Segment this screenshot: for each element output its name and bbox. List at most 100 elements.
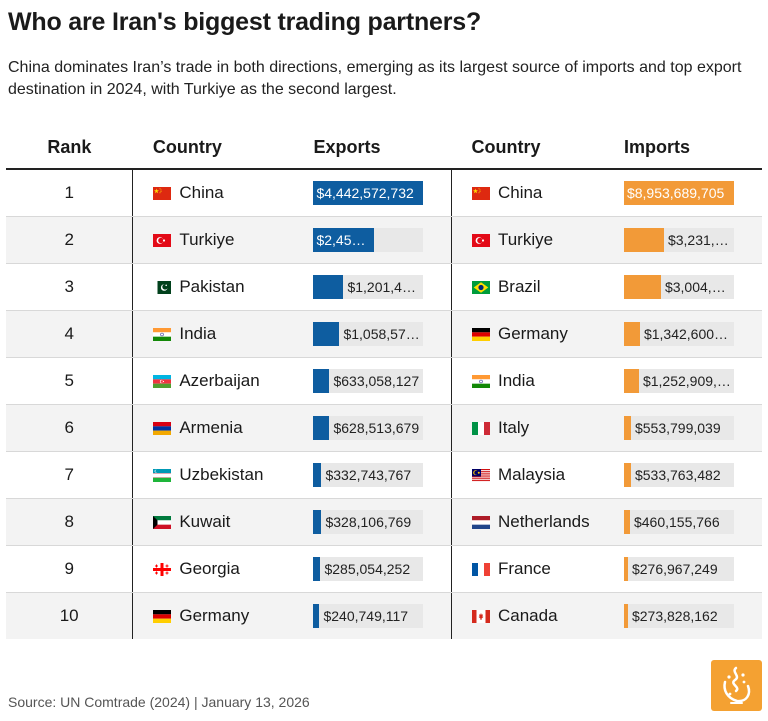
imports-bar-track: $553,799,039: [623, 416, 734, 440]
rank-cell: 3: [6, 263, 133, 311]
imports-value-label: $3,004,1…: [664, 279, 734, 295]
country-wrap: Georgia: [153, 559, 313, 579]
flag-uzbekistan-icon: [153, 468, 172, 482]
country-cell: Turkiye: [450, 216, 624, 264]
exports-value-cell: $4,442,572,732: [313, 169, 452, 217]
exports-bar: [313, 228, 375, 252]
exports-value-label: $328,106,769: [325, 514, 412, 530]
country-cell: Netherlands: [450, 498, 624, 546]
exports-value-cell: $332,743,767: [313, 451, 452, 499]
table-row: 6 Armenia $628,513,679 Italy $553,799,039: [6, 404, 762, 452]
table-row: 7 Uzbekistan $332,743,767 Malaysia $533,763,…: [6, 451, 762, 499]
rank-cell: 9: [6, 545, 133, 593]
imports-bar: [623, 463, 631, 487]
exports-bar: [313, 416, 330, 440]
country-wrap: Uzbekistan: [153, 465, 313, 485]
imports-bar-track: $533,763,482: [623, 463, 734, 487]
rank-cell: 6: [6, 404, 133, 452]
exports-value-label: $633,058,127: [333, 373, 420, 389]
flag-china-icon: [153, 186, 172, 200]
exports-bar-track: $628,513,679: [313, 416, 424, 440]
country-wrap: China: [153, 183, 313, 203]
flag-italy-icon: [471, 421, 490, 435]
country-cell: India: [450, 357, 624, 405]
exports-bar-track: $285,054,252: [313, 557, 424, 581]
exports-bar: [313, 604, 320, 628]
flag-turkiye-icon: [471, 233, 490, 247]
exports-value-label: $628,513,679: [333, 420, 420, 436]
imports-value-label: $1,252,909,…: [642, 373, 731, 389]
country-cell: Pakistan: [132, 263, 314, 311]
imports-bar: [623, 228, 664, 252]
exports-value-cell: $1,201,46…: [313, 263, 452, 311]
country-name: Georgia: [179, 559, 240, 578]
source-footer: Source: UN Comtrade (2024) | January 13,…: [8, 694, 310, 710]
exports-value-cell: $2,45…: [313, 216, 452, 264]
country-cell: Canada: [450, 592, 624, 639]
chart-title: Who are Iran's biggest trading partners?: [8, 8, 482, 36]
country-name: Germany: [179, 606, 250, 625]
imports-value-label: $460,155,766: [633, 514, 720, 530]
exports-bar: [313, 557, 321, 581]
rank-cell: 2: [6, 216, 133, 264]
country-name: Canada: [497, 606, 558, 625]
imports-bar: [623, 604, 628, 628]
flag-azerbaijan-icon: [153, 374, 172, 388]
country-wrap: Turkiye: [153, 230, 313, 250]
imports-value-cell: $273,828,162: [623, 592, 762, 639]
exports-bar-track: $332,743,767: [313, 463, 424, 487]
country-wrap: Brazil: [471, 277, 624, 297]
country-wrap: Netherlands: [471, 512, 624, 532]
country-cell: Uzbekistan: [132, 451, 314, 499]
exports-value-cell: $628,513,679: [313, 404, 452, 452]
flag-france-icon: [471, 562, 490, 576]
rank-cell: 7: [6, 451, 133, 499]
imports-bar-track: $3,004,1…: [623, 275, 734, 299]
imports-value-cell: $553,799,039: [623, 404, 762, 452]
flag-china-icon: [471, 186, 490, 200]
flag-india-icon: [153, 327, 172, 341]
imports-value-cell: $8,953,689,705: [623, 169, 762, 217]
exports-value-label: $332,743,767: [325, 467, 412, 483]
flag-kuwait-icon: [153, 515, 172, 529]
exports-bar-track: $4,442,572,732: [313, 181, 424, 205]
country-wrap: Azerbaijan: [153, 371, 313, 391]
country-wrap: Kuwait: [153, 512, 313, 532]
flag-georgia-icon: [153, 562, 172, 576]
table-row: 4 India $1,058,57… Germany $1,342,600,…: [6, 310, 762, 358]
table-row: 2 Turkiye $2,45… Turkiye $3,231,1…: [6, 216, 762, 264]
header-export-country: Country: [152, 136, 222, 157]
imports-value-cell: $3,231,1…: [623, 216, 762, 264]
aljazeera-logo: [711, 660, 762, 711]
imports-value-cell: $3,004,1…: [623, 263, 762, 311]
chart-subtitle: China dominates Iran’s trade in both dir…: [8, 59, 742, 98]
imports-value-cell: $460,155,766: [623, 498, 762, 546]
exports-bar: [313, 463, 322, 487]
country-wrap: Germany: [471, 324, 624, 344]
country-cell: Azerbaijan: [132, 357, 314, 405]
country-wrap: India: [153, 324, 313, 344]
country-cell: Brazil: [450, 263, 624, 311]
table-row: 1 China $4,442,572,732 China $8,953,689,705: [6, 169, 762, 217]
exports-bar: [313, 275, 344, 299]
flag-brazil-icon: [471, 280, 490, 294]
country-wrap: Canada: [471, 606, 624, 626]
trading-partners-table: Rank Country Exports Country Imports 1 Ch…: [6, 126, 762, 639]
imports-value-label: $8,953,689,705: [626, 185, 725, 201]
exports-value-cell: $328,106,769: [313, 498, 452, 546]
imports-value-label: $3,231,1…: [667, 232, 734, 248]
exports-bar-track: $328,106,769: [313, 510, 424, 534]
country-cell: Armenia: [132, 404, 314, 452]
exports-bar-track: $1,058,57…: [313, 322, 424, 346]
imports-value-label: $553,799,039: [634, 420, 721, 436]
exports-value-label: $1,058,57…: [343, 326, 420, 342]
exports-value-cell: $633,058,127: [313, 357, 452, 405]
header-rank: Rank: [47, 136, 92, 157]
country-name: China: [497, 183, 543, 202]
rank-cell: 1: [6, 169, 133, 217]
imports-bar-track: $1,252,909,…: [623, 369, 734, 393]
imports-bar: [623, 510, 630, 534]
imports-bar: [623, 557, 628, 581]
flag-malaysia-icon: [471, 468, 490, 482]
flag-germany-icon: [153, 609, 172, 623]
